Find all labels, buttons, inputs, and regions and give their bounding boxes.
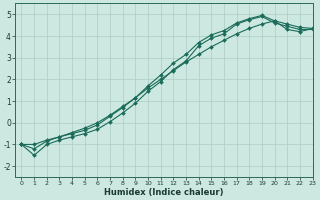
X-axis label: Humidex (Indice chaleur): Humidex (Indice chaleur) — [104, 188, 224, 197]
